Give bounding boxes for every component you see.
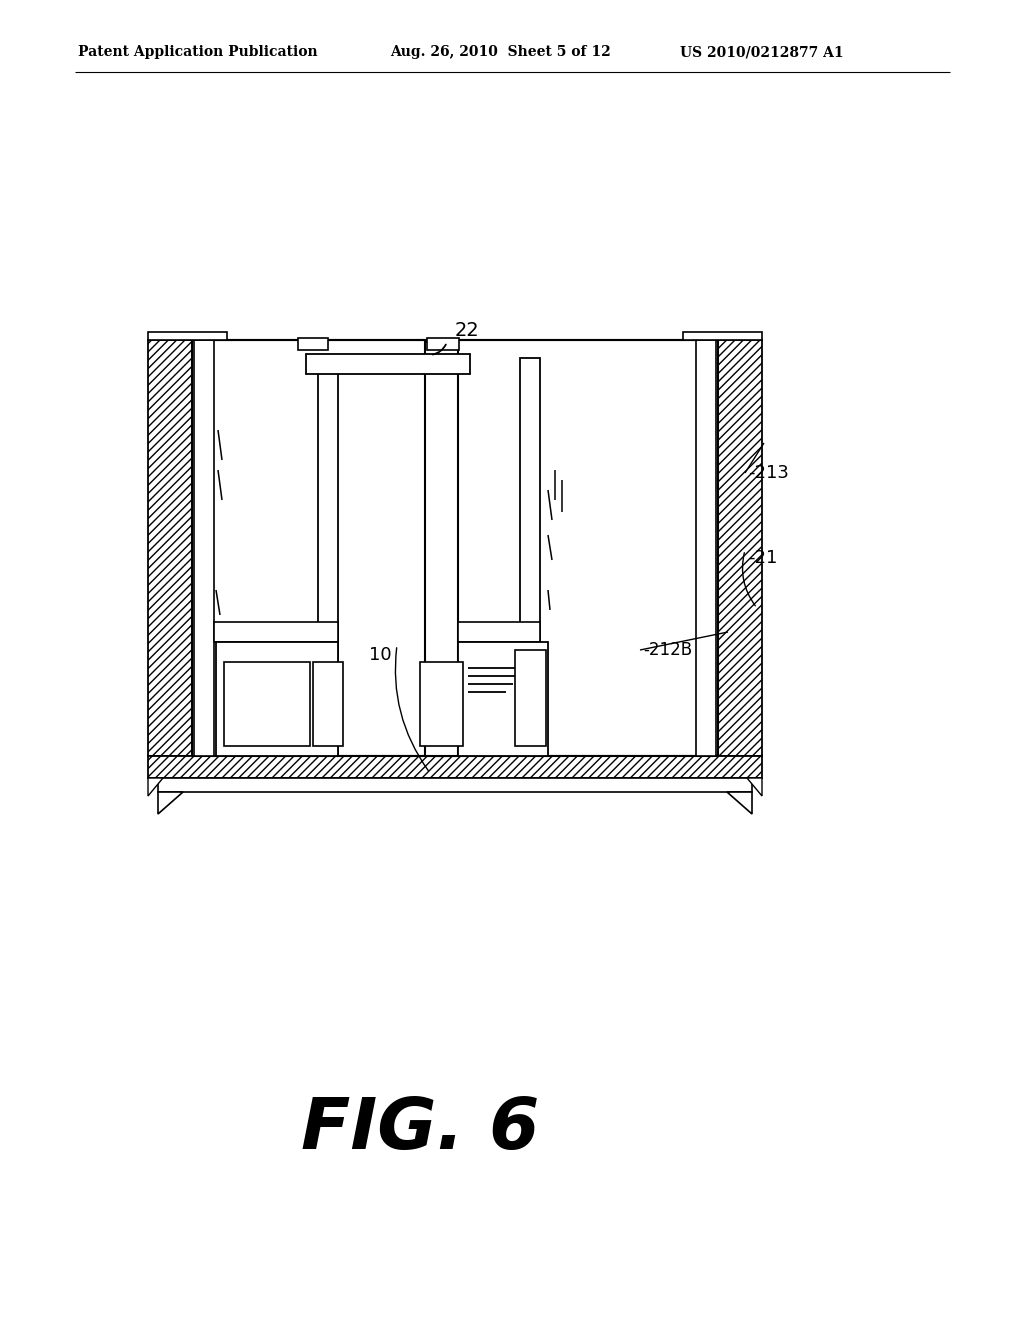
Text: 10: 10 — [370, 645, 392, 664]
Text: -213: -213 — [748, 465, 788, 482]
Text: -21: -21 — [748, 549, 777, 568]
Polygon shape — [158, 792, 183, 814]
Bar — [214, 622, 338, 642]
Text: Patent Application Publication: Patent Application Publication — [78, 45, 317, 59]
Bar — [458, 642, 548, 756]
Polygon shape — [148, 777, 163, 796]
Polygon shape — [746, 777, 762, 796]
Bar — [318, 358, 338, 756]
Bar — [224, 663, 310, 746]
Bar — [194, 341, 214, 756]
Text: US 2010/0212877 A1: US 2010/0212877 A1 — [680, 45, 844, 59]
Bar — [298, 338, 328, 350]
Bar — [718, 341, 762, 756]
Text: -212B: -212B — [643, 642, 692, 659]
Bar — [515, 649, 546, 746]
Bar — [313, 663, 343, 746]
Bar — [458, 622, 540, 642]
Bar — [306, 354, 470, 374]
Bar — [696, 341, 716, 756]
Bar — [683, 333, 762, 341]
Bar — [158, 777, 752, 792]
Polygon shape — [727, 792, 752, 814]
Bar — [148, 333, 227, 341]
Bar — [216, 642, 338, 756]
Text: Aug. 26, 2010  Sheet 5 of 12: Aug. 26, 2010 Sheet 5 of 12 — [390, 45, 610, 59]
Bar — [520, 358, 540, 756]
Text: 22: 22 — [455, 321, 480, 339]
Bar — [425, 342, 458, 756]
Bar — [420, 663, 463, 746]
Text: FIG. 6: FIG. 6 — [301, 1096, 540, 1164]
Bar — [193, 341, 718, 756]
Bar — [148, 756, 762, 777]
Bar — [148, 341, 193, 756]
Bar — [427, 338, 459, 350]
